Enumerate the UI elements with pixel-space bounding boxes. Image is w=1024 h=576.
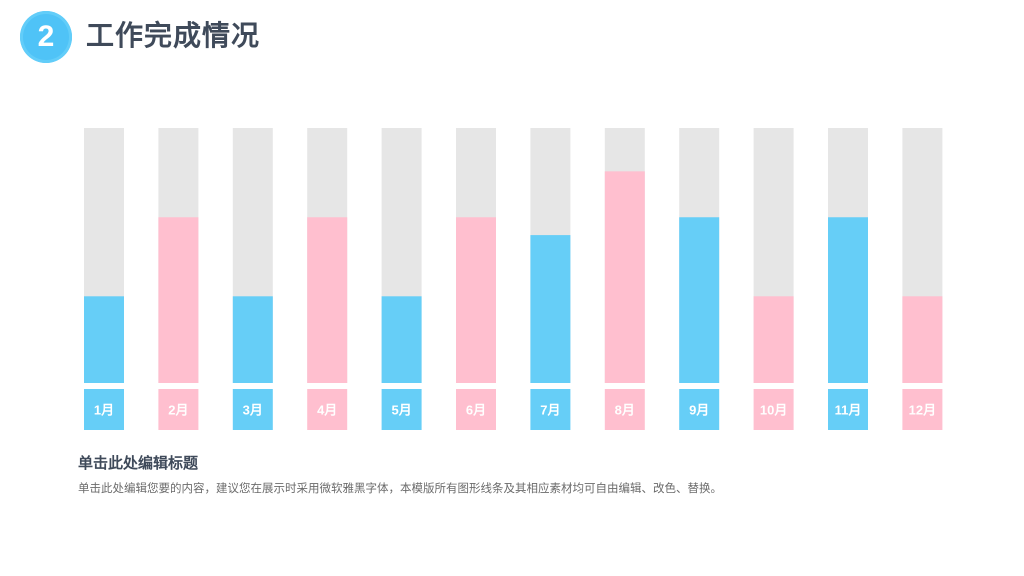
bar bbox=[84, 296, 124, 383]
month-tick-label: 10月 bbox=[760, 403, 787, 418]
bar bbox=[828, 217, 868, 383]
month-tick-label: 8月 bbox=[615, 403, 635, 418]
month-tick-label: 5月 bbox=[391, 403, 411, 418]
month-label-box bbox=[84, 389, 124, 430]
bar bbox=[530, 235, 571, 383]
month-label-box bbox=[679, 389, 720, 430]
month-label-box bbox=[307, 389, 348, 430]
bar bbox=[307, 217, 348, 383]
page-title: 工作完成情况 bbox=[86, 19, 261, 52]
bar bbox=[604, 171, 645, 383]
month-label-box bbox=[456, 389, 496, 430]
month-tick-label: 7月 bbox=[540, 403, 560, 418]
month-label-box bbox=[232, 389, 273, 430]
bar bbox=[679, 217, 720, 383]
month-tick-label: 2月 bbox=[168, 403, 188, 418]
month-tick-label: 9月 bbox=[689, 403, 709, 418]
section-number: 2 bbox=[37, 20, 55, 53]
month-tick-label: 1月 bbox=[94, 403, 114, 418]
month-label-box bbox=[604, 389, 645, 430]
section-heading: 单击此处编辑标题 bbox=[78, 454, 199, 472]
month-label-box bbox=[753, 389, 794, 430]
bar bbox=[381, 296, 422, 383]
month-tick-label: 3月 bbox=[243, 403, 263, 418]
month-tick-label: 11月 bbox=[835, 403, 862, 418]
bar bbox=[902, 296, 943, 383]
section-body-text: 单击此处编辑您要的内容，建议您在展示时采用微软雅黑字体，本模版所有图形线条及其相… bbox=[78, 481, 722, 495]
month-label-box bbox=[828, 389, 868, 430]
month-label-box bbox=[381, 389, 422, 430]
bar bbox=[232, 296, 273, 383]
bar bbox=[753, 296, 794, 383]
bar bbox=[158, 217, 199, 383]
month-tick-label: 12月 bbox=[909, 403, 936, 418]
month-tick-label: 4月 bbox=[317, 403, 337, 418]
bar bbox=[456, 217, 496, 383]
month-label-box bbox=[902, 389, 943, 430]
month-label-box bbox=[530, 389, 571, 430]
month-label-box bbox=[158, 389, 199, 430]
month-tick-label: 6月 bbox=[466, 403, 486, 418]
section-number-badge: 2 bbox=[20, 11, 72, 63]
